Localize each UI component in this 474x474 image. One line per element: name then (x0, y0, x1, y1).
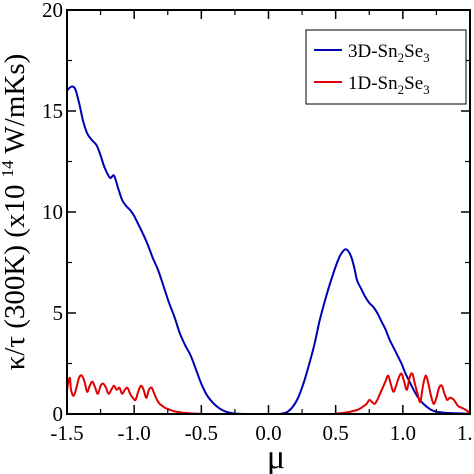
x-tick-label: -0.5 (185, 421, 218, 445)
legend-box (305, 29, 467, 105)
y-tick-label: 5 (53, 301, 64, 325)
x-tick-label: 1.0 (390, 421, 416, 445)
x-tick-label: 1.5 (457, 421, 474, 445)
y-axis-title: κ/τ (300K) (x10 14 W/mKs) (0, 54, 31, 371)
y-axis-title-unit: W/mKs) (0, 54, 31, 154)
legend-label-3d: 3D-Sn2Se3 (348, 41, 430, 65)
x-axis-title: μ (267, 439, 285, 474)
x-tick-label: 0.5 (323, 421, 349, 445)
y-axis-title-exponent: 14 (0, 160, 17, 178)
y-tick-label: 15 (42, 99, 63, 123)
ticks-layer: -1.5 -1.0 -0.5 0.0 0.5 1.0 1.5 0 5 10 15 20 (42, 0, 474, 445)
x-tick-label: 0.0 (255, 421, 281, 445)
legend-label-1d: 1D-Sn2Se3 (348, 73, 430, 97)
y-tick-label: 0 (53, 402, 64, 426)
x-tick-label: -1.0 (118, 421, 151, 445)
x-tick-label: -1.5 (50, 421, 83, 445)
y-tick-label: 10 (42, 200, 63, 224)
y-tick-label: 20 (42, 0, 63, 22)
y-axis-title-main: κ/τ (300K) (x10 (0, 185, 31, 371)
legend: 3D-Sn2Se3 1D-Sn2Se3 (305, 29, 467, 105)
